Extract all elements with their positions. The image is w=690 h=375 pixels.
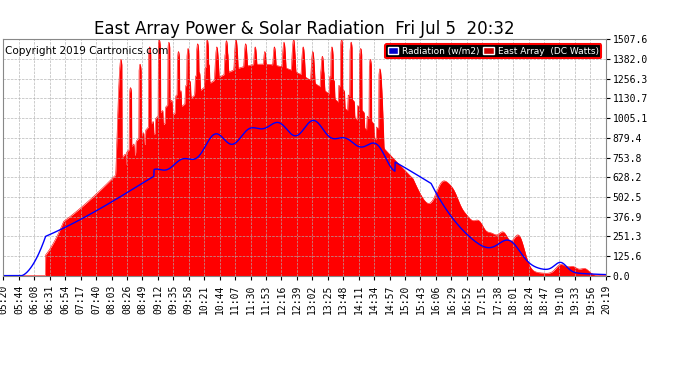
Legend: Radiation (w/m2), East Array  (DC Watts): Radiation (w/m2), East Array (DC Watts) (385, 44, 601, 58)
Text: Copyright 2019 Cartronics.com: Copyright 2019 Cartronics.com (5, 46, 168, 57)
Title: East Array Power & Solar Radiation  Fri Jul 5  20:32: East Array Power & Solar Radiation Fri J… (95, 20, 515, 38)
